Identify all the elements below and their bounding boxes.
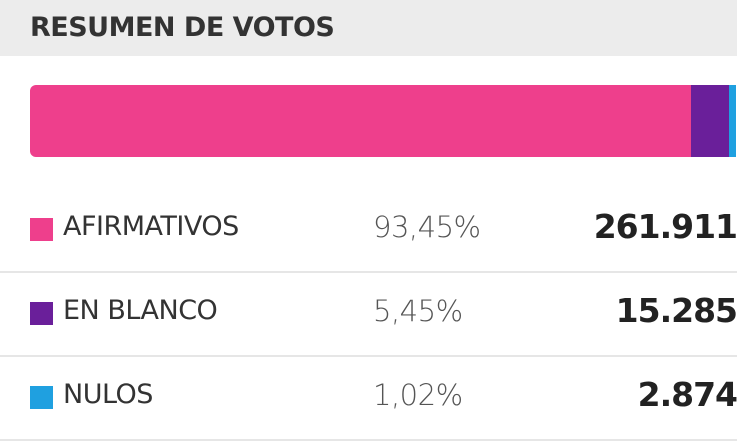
stacked-bar — [30, 85, 737, 157]
header: RESUMEN DE VOTOS — [0, 0, 737, 56]
option-label: AFIRMATIVOS — [63, 211, 239, 242]
bar-segment — [690, 85, 730, 157]
vote-count: 261.911 — [593, 207, 737, 246]
vote-count: 2.874 — [637, 375, 737, 414]
option-label: EN BLANCO — [63, 295, 218, 326]
color-swatch — [30, 386, 53, 409]
result-row: NULOS 1,02% 2.874 — [0, 355, 737, 441]
vote-count: 15.285 — [615, 291, 737, 330]
bar-segment — [729, 85, 737, 157]
result-row: AFIRMATIVOS 93,45% 261.911 — [0, 187, 737, 273]
percent: 93,45% — [373, 210, 481, 244]
result-row: EN BLANCO 5,45% 15.285 — [0, 271, 737, 357]
color-swatch — [30, 302, 53, 325]
title: RESUMEN DE VOTOS — [30, 12, 335, 43]
percent: 5,45% — [373, 294, 463, 328]
percent: 1,02% — [373, 378, 463, 412]
option-label: NULOS — [63, 379, 153, 410]
bar-segment — [30, 85, 691, 157]
color-swatch — [30, 218, 53, 241]
